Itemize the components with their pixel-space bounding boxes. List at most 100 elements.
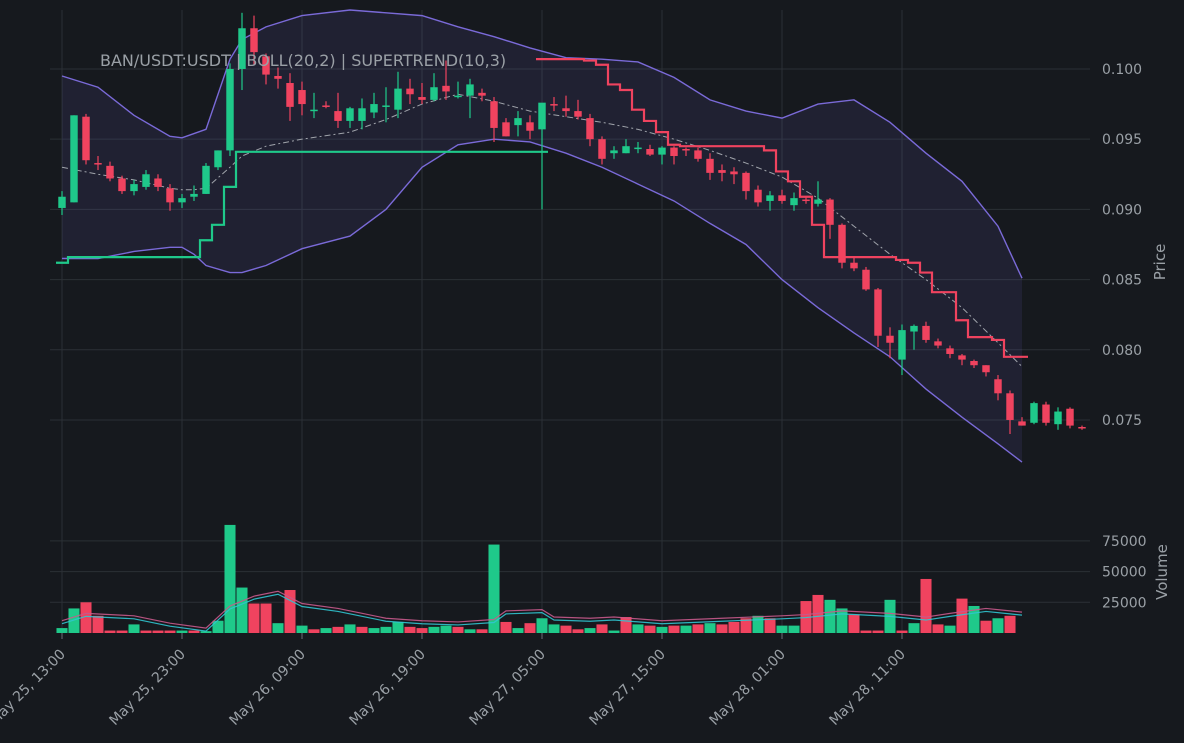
candle-body <box>982 365 990 373</box>
candle-body <box>322 105 330 107</box>
time-tick-label: May 28, 11:00 <box>826 647 908 729</box>
candle-body <box>718 170 726 173</box>
volume-bar <box>248 603 260 633</box>
volume-bar <box>476 629 488 633</box>
volume-bar <box>560 625 572 633</box>
volume-ma-line-slow <box>61 590 1023 629</box>
candle-body <box>142 174 150 187</box>
volume-bar <box>836 608 848 633</box>
volume-bar <box>872 630 884 633</box>
volume-axis-title: Volume <box>1153 544 1171 600</box>
candle-body <box>358 108 366 121</box>
volume-bar <box>104 630 116 633</box>
candle-body <box>910 325 918 332</box>
volume-bar <box>536 618 548 633</box>
candle-body <box>778 195 786 201</box>
volume-bar <box>752 615 764 633</box>
candle-body <box>370 104 378 113</box>
volume-bar <box>428 626 440 633</box>
candle-body <box>154 178 162 187</box>
candle-body <box>250 28 258 53</box>
candle-body <box>706 158 714 173</box>
candle-body <box>286 83 294 107</box>
volume-bar <box>260 603 272 633</box>
candle-body <box>238 28 246 69</box>
candles-layer <box>58 12 1086 435</box>
volume-bar <box>968 605 980 633</box>
volume-bar <box>824 599 836 633</box>
candle-body <box>838 224 846 263</box>
candle-body <box>994 379 1002 394</box>
volume-bar <box>620 617 632 633</box>
volume-bar <box>116 630 128 633</box>
candle-body <box>574 111 582 117</box>
volume-bar <box>740 618 752 633</box>
candle-body <box>922 325 930 340</box>
candle-body <box>70 115 78 203</box>
volume-bar <box>284 590 296 633</box>
candle-body <box>970 361 978 366</box>
volume-bar <box>584 628 596 633</box>
volume-bar <box>932 624 944 633</box>
volume-bar <box>128 624 140 633</box>
volume-bar <box>692 624 704 633</box>
candle-body <box>538 102 546 130</box>
volume-bar <box>416 628 428 633</box>
volume-bar <box>140 630 152 633</box>
volume-bar <box>644 625 656 633</box>
volume-bar <box>668 625 680 633</box>
candle-body <box>490 101 498 128</box>
candle-body <box>406 88 414 95</box>
volume-bar <box>68 608 80 633</box>
volume-bar <box>212 620 224 633</box>
candle-body <box>790 198 798 206</box>
candle-body <box>382 105 390 107</box>
candle-body <box>106 165 114 179</box>
candle-body <box>694 150 702 159</box>
candle-body <box>658 147 666 155</box>
volume-bar <box>572 629 584 633</box>
volume-bar <box>860 630 872 633</box>
volume-bar <box>296 625 308 633</box>
candle-body <box>1030 403 1038 423</box>
volume-bar <box>452 626 464 633</box>
candle-body <box>886 335 894 343</box>
volume-bar <box>680 625 692 633</box>
volume-bar <box>920 578 932 633</box>
price-tick-label: 0.090 <box>1102 202 1142 218</box>
volume-tick-label: 50000 <box>1102 565 1147 581</box>
volume-bar <box>272 623 284 633</box>
candle-body <box>1066 408 1074 426</box>
volume-bar <box>308 629 320 633</box>
volume-bar <box>608 630 620 633</box>
candle-body <box>1042 404 1050 423</box>
volume-bar <box>980 620 992 633</box>
volume-bar <box>440 625 452 633</box>
candle-body <box>94 163 102 165</box>
price-tick-label: 0.095 <box>1102 132 1142 148</box>
candle-body <box>1018 421 1026 426</box>
candle-body <box>310 109 318 112</box>
candle-body <box>274 75 282 79</box>
candle-body <box>166 188 174 203</box>
candle-body <box>766 195 774 201</box>
candle-body <box>118 178 126 192</box>
volume-tick-label: 75000 <box>1102 534 1147 550</box>
candle-body <box>1006 393 1014 420</box>
candle-body <box>478 92 486 96</box>
volume-bar <box>908 623 920 633</box>
volume-bar <box>356 626 368 633</box>
candle-body <box>202 165 210 194</box>
candle-body <box>454 95 462 98</box>
time-tick-label: May 25, 23:00 <box>106 647 188 729</box>
candle-body <box>958 355 966 360</box>
candle-body <box>754 189 762 203</box>
supertrend-layer <box>56 58 1028 358</box>
volume-bar <box>896 630 908 633</box>
candle-body <box>514 118 522 126</box>
price-tick-label: 0.080 <box>1102 343 1142 359</box>
candle-body <box>850 262 858 269</box>
candle-body <box>946 348 954 354</box>
volume-bar <box>80 602 92 633</box>
